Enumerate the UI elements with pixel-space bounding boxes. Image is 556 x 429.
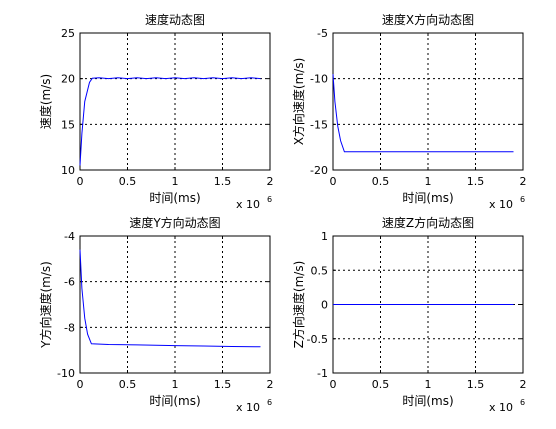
x-multiplier-label: x 10 xyxy=(489,198,513,211)
y-axis-label: Y方向速度(m/s) xyxy=(38,261,53,349)
x-tick-label: 0.5 xyxy=(372,378,390,391)
y-tick-label: -10 xyxy=(57,367,75,380)
x-multiplier-exponent: 6 xyxy=(520,195,525,204)
x-multiplier-exponent: 6 xyxy=(267,195,272,204)
x-tick-label: 0.5 xyxy=(119,175,137,188)
x-multiplier-exponent: 6 xyxy=(267,398,272,407)
x-tick-label: 2 xyxy=(520,378,527,391)
x-tick-label: 1.5 xyxy=(467,175,485,188)
x-tick-label: 2 xyxy=(267,175,274,188)
x-tick-label: 2 xyxy=(520,175,527,188)
x-tick-label: 1.5 xyxy=(214,175,232,188)
x-tick-label: 1.5 xyxy=(467,378,485,391)
y-tick-label: -5 xyxy=(317,27,328,40)
y-tick-label: -20 xyxy=(310,164,328,177)
y-tick-label: -10 xyxy=(310,73,328,86)
chart-title: 速度动态图 xyxy=(145,12,205,27)
x-tick-label: 0 xyxy=(330,378,337,391)
y-axis-label: X方向速度(m/s) xyxy=(291,58,306,146)
x-axis-label: 时间(ms) xyxy=(149,191,200,205)
series-line-1 xyxy=(79,249,261,348)
x-tick-label: 1 xyxy=(425,175,432,188)
x-tick-label: 0 xyxy=(77,378,84,391)
x-tick-label: 1 xyxy=(172,378,179,391)
y-tick-label: 1 xyxy=(321,230,328,243)
x-tick-label: 0.5 xyxy=(119,378,137,391)
y-tick-label: 20 xyxy=(61,73,75,86)
x-axis-label: 时间(ms) xyxy=(402,394,453,408)
x-multiplier-label: x 10 xyxy=(489,401,513,414)
y-tick-label: 15 xyxy=(61,118,75,131)
x-multiplier-label: x 10 xyxy=(236,401,260,414)
y-axis-label: Z方向速度(m/s) xyxy=(291,261,306,349)
x-tick-label: 0.5 xyxy=(372,175,390,188)
x-tick-label: 0 xyxy=(77,175,84,188)
x-tick-label: 2 xyxy=(267,378,274,391)
chart-title: 速度Z方向动态图 xyxy=(382,215,474,230)
y-tick-label: -1 xyxy=(317,367,328,380)
y-tick-label: -0.5 xyxy=(307,333,328,346)
y-tick-label: 25 xyxy=(61,27,75,40)
x-tick-label: 1.5 xyxy=(214,378,232,391)
chart-title: 速度X方向动态图 xyxy=(382,12,474,27)
chart-title: 速度Y方向动态图 xyxy=(129,215,220,230)
y-tick-label: -6 xyxy=(64,276,75,289)
x-tick-label: 1 xyxy=(172,175,179,188)
y-tick-label: -4 xyxy=(64,230,75,243)
x-axis-label: 时间(ms) xyxy=(402,191,453,205)
y-tick-label: -15 xyxy=(310,118,328,131)
x-tick-label: 0 xyxy=(330,175,337,188)
series-line-1 xyxy=(332,74,514,153)
y-tick-label: 0 xyxy=(321,299,328,312)
y-tick-label: 10 xyxy=(61,164,75,177)
x-multiplier-label: x 10 xyxy=(236,198,260,211)
y-axis-label: 速度(m/s) xyxy=(38,74,53,129)
x-axis-label: 时间(ms) xyxy=(149,394,200,408)
y-tick-label: -8 xyxy=(64,321,75,334)
series-line-1 xyxy=(79,77,261,166)
x-multiplier-exponent: 6 xyxy=(520,398,525,407)
y-tick-label: 0.5 xyxy=(311,264,329,277)
x-tick-label: 1 xyxy=(425,378,432,391)
